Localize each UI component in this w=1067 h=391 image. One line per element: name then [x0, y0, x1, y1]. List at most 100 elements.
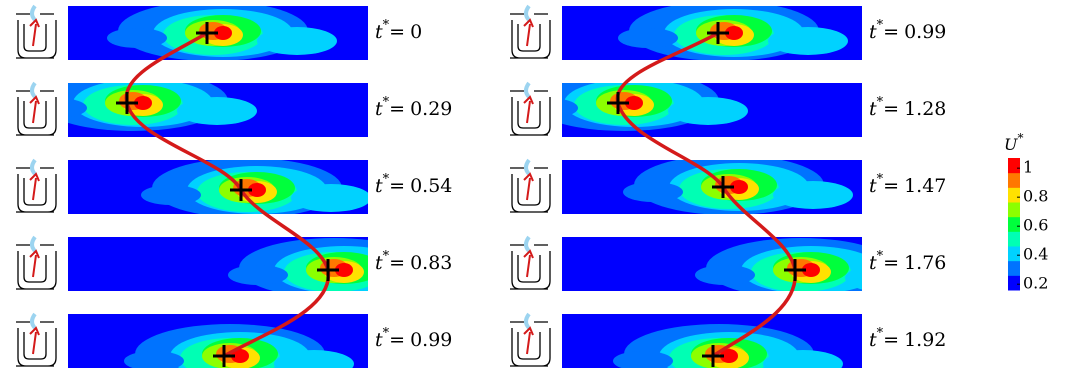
time-superscript: *: [383, 95, 390, 110]
time-label: t*= 0.54: [375, 172, 452, 198]
contour-panel: [562, 237, 862, 291]
cross-marker: [707, 22, 729, 44]
schematic-icon: [510, 312, 551, 367]
time-superscript: *: [877, 18, 884, 33]
icon-arrow: [29, 18, 40, 47]
equals: =: [883, 175, 899, 197]
icon-flow: [524, 235, 531, 253]
icon-flow: [524, 312, 531, 330]
time-symbol: t: [869, 98, 877, 120]
contour-panel: [68, 237, 368, 291]
time-superscript: *: [877, 95, 884, 110]
icon-arrow: [523, 326, 534, 355]
colorbar-tick-label: 1: [1023, 158, 1033, 177]
time-label: t*= 1.28: [869, 95, 946, 121]
contour-level: [228, 265, 288, 285]
schematic-icon: [510, 235, 551, 290]
contour-level: [725, 26, 743, 40]
colorbar-segment: [1008, 187, 1020, 203]
colorbar-segment: [1008, 172, 1020, 188]
schematic-icon: [510, 4, 551, 59]
cross-marker: [116, 92, 138, 114]
time-value: 0: [410, 21, 422, 43]
schematic-icon: [16, 4, 57, 59]
contour-level: [274, 350, 354, 368]
colorbar-tick-label: 0.2: [1023, 274, 1048, 293]
time-value: 1.47: [904, 175, 946, 197]
icon-arrow: [29, 95, 40, 124]
icon-flow: [30, 81, 37, 99]
contour-level: [141, 185, 201, 205]
contour-level: [668, 97, 748, 125]
time-symbol: t: [869, 252, 877, 274]
time-symbol: t: [375, 175, 383, 197]
icon-outline: [510, 13, 551, 59]
time-value: 0.54: [410, 175, 452, 197]
markers: [116, 22, 806, 367]
icon-flow: [30, 312, 37, 330]
contour-level: [773, 181, 853, 209]
icon-arrow: [523, 95, 534, 124]
icon-outline: [510, 321, 551, 367]
time-symbol: t: [375, 329, 383, 351]
time-label: t*= 0.99: [375, 326, 452, 352]
contour-level: [68, 98, 87, 118]
cross-marker: [230, 179, 252, 201]
colorbar-superscript: *: [1017, 131, 1023, 145]
contour-level: [291, 184, 368, 212]
contour-level: [695, 265, 755, 285]
icon-arrow: [29, 326, 40, 355]
time-value: 1.76: [904, 252, 946, 274]
contour-level: [257, 27, 337, 55]
contour-panel: [68, 83, 368, 137]
contour-level: [768, 27, 848, 55]
panels: t*= 0t*= 0.29t*= 0.54t*= 0.83t*= 0.99t*= 0.99t…: [16, 4, 946, 368]
contour-level: [730, 180, 748, 194]
time-value: 1.92: [904, 329, 946, 351]
equals: =: [389, 98, 405, 120]
icon-flow: [30, 235, 37, 253]
schematic-icon: [16, 81, 57, 136]
equals: =: [883, 252, 899, 274]
cross-marker: [213, 345, 235, 367]
time-value: 1.28: [904, 98, 946, 120]
time-superscript: *: [877, 249, 884, 264]
time-value: 0.99: [410, 329, 452, 351]
icon-arrow: [523, 18, 534, 47]
icon-flow: [524, 4, 531, 22]
colorbar: U* 0.2 0.4 0.6 0.8 1: [1004, 131, 1048, 293]
colorbar-segment: [1008, 216, 1020, 232]
contour-level: [248, 183, 266, 197]
icon-arrow: [29, 172, 40, 201]
schematic-icon: [510, 158, 551, 213]
colorbar-tick-label: 0.6: [1023, 216, 1048, 235]
equals: =: [389, 175, 405, 197]
cross-marker: [607, 92, 629, 114]
icon-flow: [524, 158, 531, 176]
equals: =: [389, 252, 405, 274]
time-symbol: t: [375, 252, 383, 274]
equals: =: [389, 329, 405, 351]
schematic-icon: [16, 312, 57, 367]
contour-level: [562, 99, 578, 117]
contour-level: [107, 28, 167, 48]
time-label: t*= 1.47: [869, 172, 946, 198]
time-value: 0.99: [904, 21, 946, 43]
contour-level: [845, 266, 862, 290]
icon-outline: [16, 13, 57, 59]
time-superscript: *: [877, 326, 884, 341]
time-value: 0.83: [410, 252, 452, 274]
contour-panel: [68, 160, 368, 214]
icon-arrow: [523, 172, 534, 201]
icon-outline: [16, 244, 57, 290]
time-superscript: *: [383, 18, 390, 33]
contour-level: [214, 26, 232, 40]
equals: =: [389, 21, 405, 43]
colorbar-segment: [1008, 275, 1020, 291]
time-label: t*= 0.83: [375, 249, 452, 275]
colorbar-segment: [1008, 202, 1020, 218]
contour-level: [802, 263, 820, 277]
colorbar-tick-label: 0.8: [1023, 187, 1048, 206]
equals: =: [883, 98, 899, 120]
